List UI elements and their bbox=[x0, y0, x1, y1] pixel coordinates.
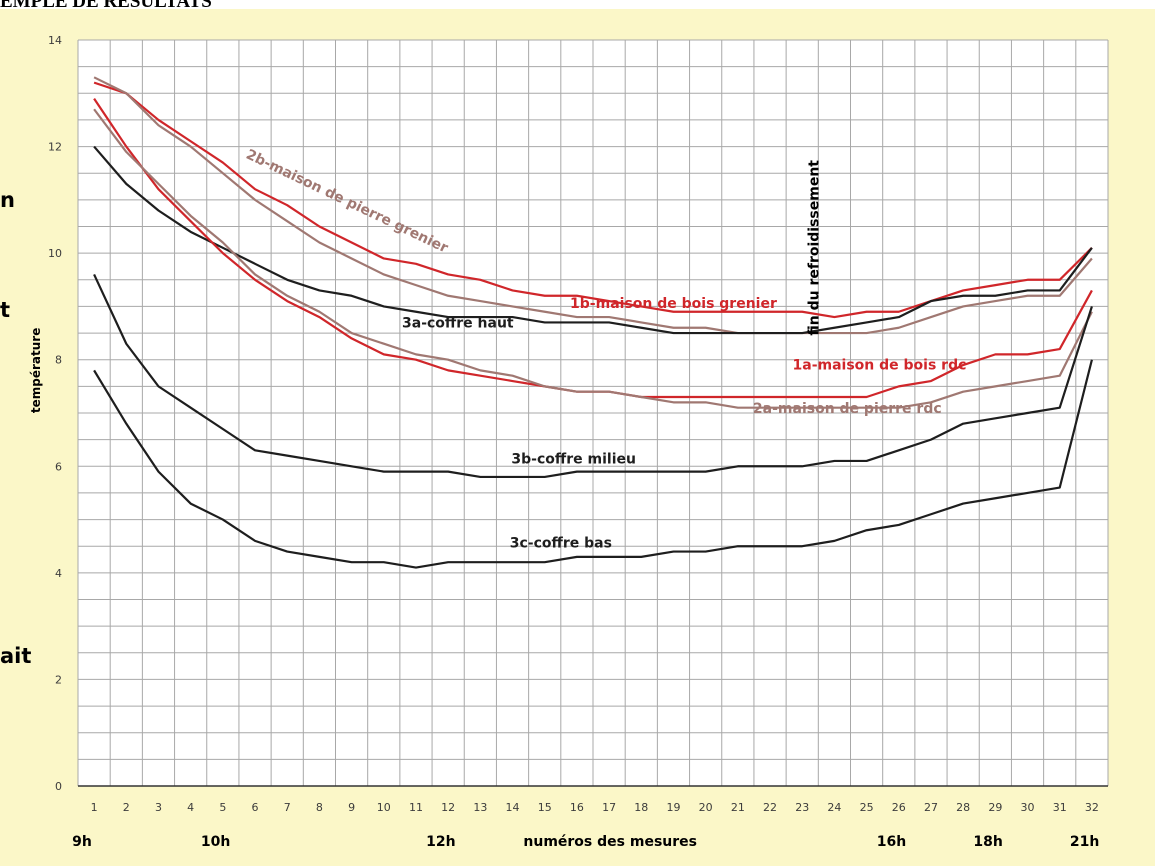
x-tick-label: 25 bbox=[860, 801, 874, 814]
y-tick-label: 8 bbox=[55, 354, 62, 367]
y-axis-title: température bbox=[29, 328, 43, 413]
series-label: 1b-maison de bois grenier bbox=[570, 296, 777, 312]
x-tick-label: 3 bbox=[155, 801, 162, 814]
y-tick-label: 4 bbox=[55, 567, 62, 580]
series-label: 1a-maison de bois rdc bbox=[793, 357, 967, 373]
series-line bbox=[93, 76, 1093, 335]
x-tick-label: 20 bbox=[699, 801, 713, 814]
series-lines bbox=[93, 76, 1093, 569]
x-tick-label: 8 bbox=[316, 801, 323, 814]
series-line bbox=[93, 273, 1093, 479]
side-text-fragment: t bbox=[0, 298, 11, 322]
x-tick-label: 16 bbox=[570, 801, 584, 814]
x-tick-label: 30 bbox=[1021, 801, 1035, 814]
x-tick-label: 2 bbox=[123, 801, 130, 814]
x-tick-label: 23 bbox=[795, 801, 809, 814]
hour-label: 16h bbox=[877, 834, 906, 850]
x-tick-label: 1 bbox=[91, 801, 98, 814]
side-text-fragment: ait bbox=[0, 644, 32, 668]
y-tick-label: 2 bbox=[55, 673, 62, 686]
series-label: 3b-coffre milieu bbox=[511, 452, 636, 468]
hour-label: 9h bbox=[72, 834, 92, 850]
x-tick-label: 13 bbox=[473, 801, 487, 814]
x-axis-title: numéros des mesures bbox=[523, 834, 697, 850]
hour-label: 21h bbox=[1070, 834, 1099, 850]
series-line bbox=[93, 359, 1093, 569]
x-tick-label: 31 bbox=[1053, 801, 1067, 814]
x-tick-label: 28 bbox=[956, 801, 970, 814]
series-line bbox=[93, 145, 1093, 335]
x-tick-label: 22 bbox=[763, 801, 777, 814]
side-text-fragment: n bbox=[0, 188, 15, 212]
y-tick-label: 0 bbox=[55, 780, 62, 793]
hour-label: 10h bbox=[201, 834, 230, 850]
x-tick-label: 6 bbox=[252, 801, 259, 814]
x-tick-label: 10 bbox=[377, 801, 391, 814]
y-tick-label: 14 bbox=[48, 34, 62, 47]
x-tick-label: 14 bbox=[506, 801, 520, 814]
x-tick-label: 19 bbox=[666, 801, 680, 814]
y-tick-label: 6 bbox=[55, 460, 62, 473]
hour-label: 18h bbox=[973, 834, 1002, 850]
x-tick-label: 9 bbox=[348, 801, 355, 814]
series-label: 3a-coffre haut bbox=[402, 316, 514, 332]
hour-label: 12h bbox=[426, 834, 455, 850]
x-tick-label: 12 bbox=[441, 801, 455, 814]
series-label: 2a-maison de pierre rdc bbox=[753, 401, 942, 417]
y-tick-label: 12 bbox=[48, 141, 62, 154]
x-tick-label: 32 bbox=[1085, 801, 1099, 814]
x-tick-label: 29 bbox=[988, 801, 1002, 814]
x-tick-label: 21 bbox=[731, 801, 745, 814]
series-label: 3c-coffre bas bbox=[510, 535, 612, 551]
y-tick-label: 10 bbox=[48, 247, 62, 260]
x-tick-label: 7 bbox=[284, 801, 291, 814]
x-tick-label: 18 bbox=[634, 801, 648, 814]
x-tick-label: 11 bbox=[409, 801, 423, 814]
annotation-label: fin du refroidissement bbox=[806, 160, 822, 336]
series-line bbox=[93, 108, 1093, 409]
x-tick-label: 27 bbox=[924, 801, 938, 814]
x-tick-label: 24 bbox=[827, 801, 841, 814]
x-tick-label: 4 bbox=[187, 801, 194, 814]
x-tick-label: 26 bbox=[892, 801, 906, 814]
x-tick-label: 17 bbox=[602, 801, 616, 814]
x-tick-label: 15 bbox=[538, 801, 552, 814]
x-tick-label: 5 bbox=[219, 801, 226, 814]
